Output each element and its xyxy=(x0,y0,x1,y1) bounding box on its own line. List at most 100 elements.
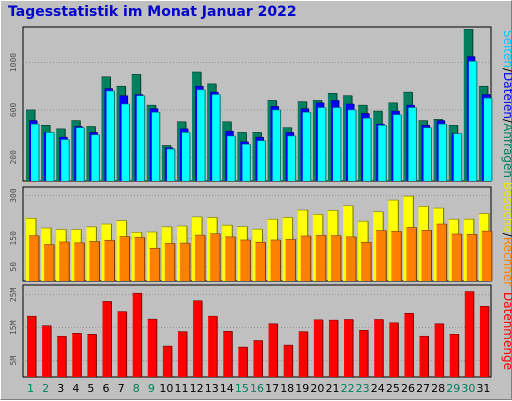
day-label: 26 xyxy=(401,382,415,395)
bar-rechner xyxy=(44,244,55,281)
day-label: 19 xyxy=(295,382,309,395)
bar-seiten xyxy=(468,61,477,181)
bar-datenmenge xyxy=(404,313,414,377)
bar-seiten xyxy=(76,127,85,181)
bar-datenmenge xyxy=(147,319,157,377)
day-label: 27 xyxy=(416,382,430,395)
bar-rechner xyxy=(406,227,417,281)
bar-rechner xyxy=(346,236,357,281)
day-label: 13 xyxy=(205,382,219,395)
bar-seiten xyxy=(302,112,311,181)
bar-seiten xyxy=(106,90,115,181)
legend-entry: / xyxy=(501,233,512,238)
day-label: 4 xyxy=(72,382,79,395)
day-label: 30 xyxy=(461,382,475,395)
bar-datenmenge xyxy=(313,319,323,377)
bar-rechner xyxy=(361,242,372,281)
bar-rechner xyxy=(436,224,447,281)
bar-rechner xyxy=(89,241,100,281)
day-label: 8 xyxy=(133,382,140,395)
bar-datenmenge xyxy=(162,346,172,377)
bar-datenmenge xyxy=(102,301,112,377)
bar-rechner xyxy=(315,235,326,281)
bar-datenmenge xyxy=(449,334,459,377)
bar-seiten xyxy=(227,135,236,181)
bar-datenmenge xyxy=(42,325,52,377)
bar-seiten xyxy=(393,114,402,181)
day-label: 25 xyxy=(386,382,400,395)
legend-entry: Anfragen xyxy=(501,123,512,178)
bar-seiten xyxy=(483,98,492,181)
bar-seiten xyxy=(136,95,145,181)
bar-rechner xyxy=(149,248,160,281)
bar-datenmenge xyxy=(419,336,429,377)
day-label: 28 xyxy=(431,382,445,395)
day-label: 9 xyxy=(148,382,155,395)
day-label: 22 xyxy=(341,382,355,395)
bar-datenmenge xyxy=(389,322,399,377)
legend-entry: Besuche xyxy=(501,182,512,233)
day-label: 1 xyxy=(27,382,34,395)
legend-entry: Rechner xyxy=(501,237,512,286)
chart-title: Tagesstatistik im Monat Januar 2022 xyxy=(8,4,297,20)
bar-seiten xyxy=(61,139,70,181)
bar-rechner xyxy=(119,236,130,281)
bar-datenmenge xyxy=(328,320,338,377)
day-label: 11 xyxy=(175,382,189,395)
bar-rechner xyxy=(210,233,221,281)
bar-rechner xyxy=(466,234,477,281)
bar-datenmenge xyxy=(208,316,218,377)
panel-1-ytick-label: 600 xyxy=(9,103,18,118)
bar-seiten xyxy=(31,124,39,181)
bar-datenmenge xyxy=(132,293,142,377)
bar-seiten xyxy=(91,134,100,181)
panel-1-legend: Seiten/Dateien/Anfragen xyxy=(501,30,512,178)
panel-2-ytick-label: 150 xyxy=(9,231,18,246)
panel-2-ytick-label: 300 xyxy=(9,188,18,203)
bar-rechner xyxy=(59,241,70,281)
bar-rechner xyxy=(164,243,175,281)
bar-datenmenge xyxy=(464,291,474,377)
day-label: 21 xyxy=(325,382,339,395)
bar-seiten xyxy=(317,107,326,181)
legend-entry: Dateien xyxy=(501,72,512,119)
panel-3-legend: Datenmenge xyxy=(501,292,512,370)
bar-datenmenge xyxy=(268,323,278,377)
day-label: 31 xyxy=(476,382,490,395)
bar-datenmenge xyxy=(193,300,203,377)
bar-seiten xyxy=(363,118,372,181)
day-label: 16 xyxy=(250,382,264,395)
panel-2-ytick-label: 50 xyxy=(9,262,18,272)
bar-datenmenge xyxy=(374,319,384,377)
bar-seiten xyxy=(348,109,357,181)
bar-seiten xyxy=(438,124,447,181)
panel-1-ytick-label: 1000 xyxy=(9,53,18,72)
day-label: 10 xyxy=(159,382,173,395)
bar-datenmenge xyxy=(283,345,293,377)
bar-datenmenge xyxy=(434,323,444,377)
bar-rechner xyxy=(376,230,387,281)
bar-rechner xyxy=(391,231,402,281)
bar-rechner xyxy=(104,240,115,281)
day-label: 23 xyxy=(356,382,370,395)
bar-rechner xyxy=(179,243,190,281)
day-label: 15 xyxy=(235,382,249,395)
bar-seiten xyxy=(453,133,462,181)
day-label: 2 xyxy=(42,382,49,395)
day-label: 5 xyxy=(87,382,94,395)
bar-rechner xyxy=(451,234,462,281)
day-label: 12 xyxy=(190,382,204,395)
legend-entry: Datenmenge xyxy=(501,292,512,370)
bar-datenmenge xyxy=(298,331,308,377)
bar-seiten xyxy=(46,132,55,181)
bar-datenmenge xyxy=(238,347,248,377)
bar-datenmenge xyxy=(117,311,127,377)
bar-seiten xyxy=(151,112,160,181)
bar-datenmenge xyxy=(27,316,36,377)
legend-entry: Seiten xyxy=(501,30,512,68)
bar-rechner xyxy=(240,239,251,281)
bar-datenmenge xyxy=(359,330,369,377)
bar-rechner xyxy=(255,242,266,281)
bar-seiten xyxy=(121,104,130,181)
day-label: 20 xyxy=(310,382,324,395)
